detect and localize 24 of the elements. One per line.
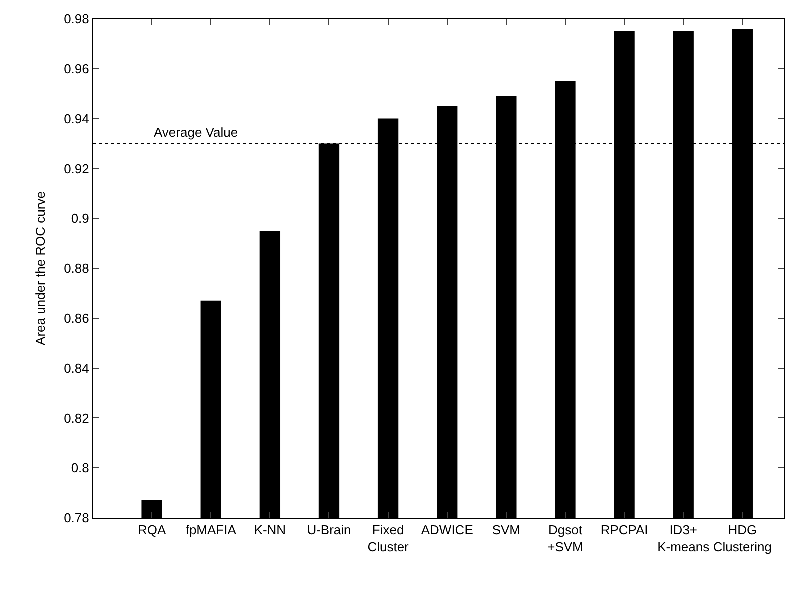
y-tick-label: 0.88 [64,261,90,276]
x-tick-label: RPCPAI [600,522,648,538]
x-tick-label: fpMAFIA [186,522,237,538]
y-tick-label: 0.94 [64,111,90,126]
x-tick-label: Dgsot +SVM [548,522,584,554]
x-tick-label: Fixed Cluster [368,522,410,554]
x-tick-label: RQA [138,522,166,538]
x-tick-label: ADWICE [421,522,474,538]
y-tick-label: 0.86 [64,310,90,326]
y-tick-label: 0.96 [64,61,90,76]
x-tick-label: SVM [492,522,521,538]
x-tick-label: HDG Clustering [713,522,772,554]
y-tick-label: 0.84 [64,360,90,376]
y-tick-label: 0.92 [64,161,90,176]
ref-line-label: Average Value [154,125,238,140]
y-tick-label: 0.78 [64,510,90,526]
y-tick-label: 0.9 [71,211,90,226]
x-tick-label: U-Brain [307,522,352,538]
x-tick-label: K-NN [254,522,286,538]
y-tick-label: 0.82 [64,410,90,426]
y-tick-label: 0.8 [71,460,90,476]
x-tick-label: ID3+ K-means [658,522,710,554]
y-axis-title: Area under the ROC curve [33,192,48,346]
y-tick-label: 0.98 [64,12,90,27]
